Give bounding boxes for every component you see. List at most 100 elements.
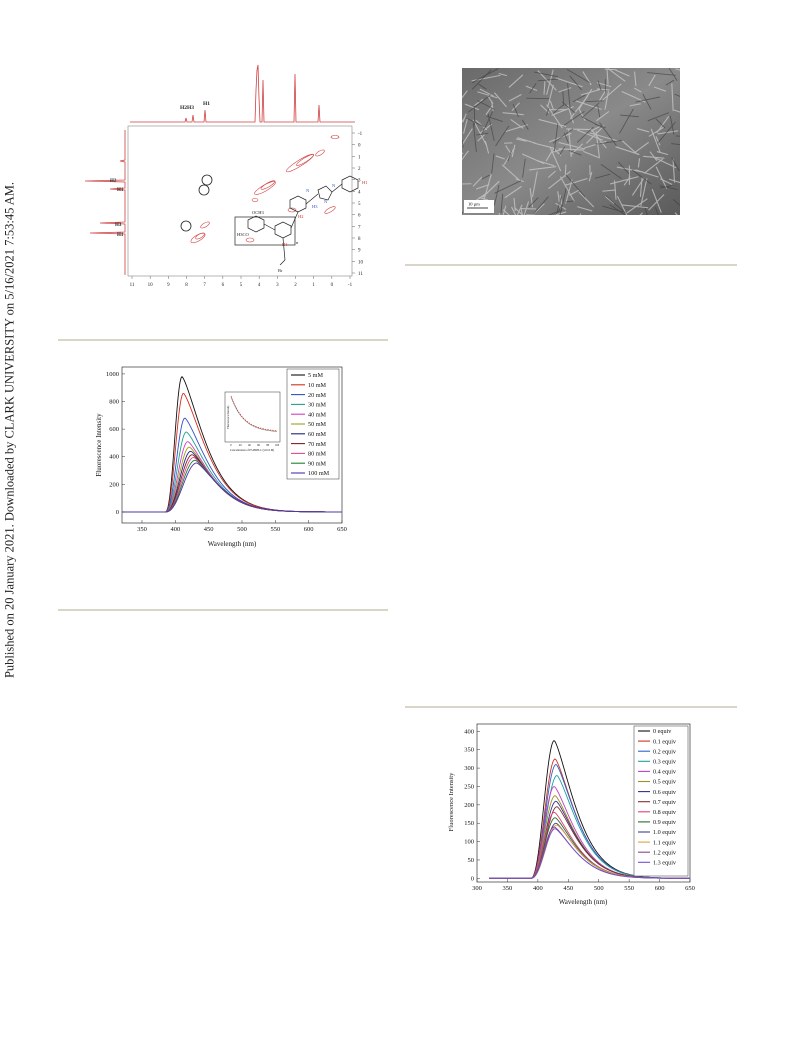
nmr-y-tick-label: -1 — [358, 132, 363, 137]
chart2-y-tick-label: 150 — [464, 820, 474, 827]
chart1-x-tick-label: 450 — [204, 526, 214, 533]
chart1-y-axis: 0 200 400 600 800 1000 — [106, 371, 125, 516]
chart1-legend-label: 50 mM — [308, 421, 327, 428]
nmr-x-tick-label: 7 — [203, 283, 206, 288]
chart2-legend-label: 0.6 equiv — [653, 789, 677, 796]
chart2-series-line — [489, 828, 690, 879]
chemical-structure — [234, 175, 359, 266]
nmr-x-tick-label: 2 — [294, 283, 297, 288]
chart2-legend-label: 0.1 equiv — [653, 738, 677, 745]
nmr-left-spectrum — [84, 130, 126, 275]
nmr-y-tick-label: 6 — [358, 214, 361, 219]
chart1-x-tick-label: 500 — [237, 526, 247, 533]
chart1-inset-x-label: Concentration of P5-BDB-C (x10-6 M) — [230, 449, 274, 452]
chart1-series-line — [122, 462, 342, 513]
chart2-legend-label: 0.4 equiv — [653, 769, 677, 776]
nmr-top-peak-label-2: H1 — [203, 101, 210, 107]
chart1-inset-tick-label: 100 — [275, 444, 280, 447]
nmr-top-peak-label-1: H2H3 — [180, 105, 194, 111]
chart1-legend-label: 60 mM — [308, 431, 327, 438]
nmr-top-spectrum — [130, 64, 355, 123]
separator-right-2 — [405, 706, 737, 708]
fluorescence-equiv-chart: 300 350 400 450 500 550 600 650 0 50 100 150 200 250… — [448, 723, 695, 906]
structure-label-h2: H2 — [298, 214, 304, 219]
separator-left-2 — [58, 609, 388, 611]
chart2-x-tick-label: 650 — [685, 885, 695, 892]
nmr-x-tick-label: 9 — [167, 283, 170, 288]
chart2-y-tick-label: 0 — [471, 875, 474, 882]
chart2-x-label: Wavelength (nm) — [559, 898, 608, 906]
chart1-legend-label: 80 mM — [308, 451, 327, 458]
chart1-legend-label: 30 mM — [308, 402, 327, 409]
nmr-x-axis: 11 10 9 8 7 6 5 4 3 2 1 0 -1 — [130, 276, 353, 288]
nmr-x-tick-label: 6 — [222, 283, 225, 288]
chart1-y-tick-label: 800 — [109, 399, 119, 406]
nmr-left-peak-label-1: H2 — [110, 179, 117, 184]
chart1-legend-label: 40 mM — [308, 411, 327, 418]
nmr-x-tick-label: 1 — [312, 283, 315, 288]
structure-label-h3: H3 — [312, 204, 318, 209]
chart2-y-tick-label: 300 — [464, 765, 474, 772]
nmr-2d-spectrum-figure: H2H3 H1 H2 H1 H3 H1 — [84, 64, 368, 288]
nmr-x-tick-label: 8 — [185, 283, 188, 288]
chart2-y-tick-label: 100 — [464, 839, 474, 846]
chart1-y-tick-label: 200 — [109, 481, 119, 488]
chart2-y-axis: 0 50 100 150 200 250 300 350 400 — [464, 728, 480, 882]
structure-label-h1-ring: H1 — [282, 242, 288, 247]
nmr-y-tick-label: 4 — [358, 190, 361, 195]
chart1-x-tick-label: 650 — [337, 526, 347, 533]
chart1-inset-tick-label: 80 — [266, 444, 269, 447]
side-note-text: Published on 20 January 2021. Downloaded… — [2, 181, 17, 679]
chart2-x-tick-label: 450 — [563, 885, 573, 892]
sem-image: 10 µm — [462, 68, 680, 215]
chart1-legend-label: 20 mM — [308, 392, 327, 399]
chart1-legend-label: 70 mM — [308, 441, 327, 448]
chart2-y-tick-label: 250 — [464, 783, 474, 790]
chart1-legend-label: 5 mM — [308, 372, 323, 379]
chart1-x-tick-label: 350 — [137, 526, 147, 533]
chart1-inset-tick-label: 60 — [257, 444, 260, 447]
chart2-x-tick-label: 400 — [533, 885, 543, 892]
chart2-legend: 0 equiv 0.1 equiv 0.2 equiv 0.3 equiv 0.4 eq… — [633, 725, 689, 877]
chart1-legend-label: 10 mM — [308, 382, 327, 389]
separator-right-1 — [405, 264, 737, 266]
chart2-x-tick-label: 500 — [594, 885, 604, 892]
nmr-circled-peaks — [180, 174, 213, 232]
chart2-legend-label: 0 equiv — [653, 728, 672, 735]
nmr-left-peak-label-3: H3 — [115, 223, 122, 228]
nmr-contours — [190, 135, 340, 244]
structure-label-h1-right: H1 — [362, 180, 368, 185]
chart1-y-label: Fluorescence Intensity — [95, 413, 103, 477]
chart1-x-label: Wavelength (nm) — [208, 540, 257, 548]
separator-left-1 — [58, 339, 388, 341]
structure-label-n3: N — [332, 183, 336, 188]
nmr-x-tick-label: 3 — [276, 283, 279, 288]
nmr-y-tick-label: 5 — [358, 202, 361, 207]
structure-label-n2: N — [324, 199, 328, 204]
chart1-inset-tick-label: 20 — [239, 444, 242, 447]
chart2-legend-label: 1.1 equiv — [653, 839, 677, 846]
structure-label-n: n — [296, 240, 299, 245]
chart1-inset: 0 20 40 60 80 100 Concentration of P5-BDB-C (… — [224, 391, 281, 452]
chart2-legend-label: 1.2 equiv — [653, 849, 677, 856]
nmr-y-tick-label: 9 — [358, 249, 361, 254]
chart2-x-axis: 300 350 400 450 500 550 600 650 — [472, 879, 695, 892]
chart1-x-tick-label: 400 — [170, 526, 180, 533]
chart2-y-tick-label: 50 — [468, 857, 475, 864]
chart2-y-tick-label: 350 — [464, 747, 474, 754]
nmr-y-axis: -1 0 1 2 3 4 5 6 7 8 9 10 11 — [352, 132, 364, 277]
nmr-x-tick-label: -1 — [348, 283, 353, 288]
structure-label-och3: OCH3 — [252, 210, 265, 215]
nmr-2d-frame — [127, 125, 353, 277]
sem-micrograph: 10 µm — [462, 68, 680, 215]
chart1-y-tick-label: 600 — [109, 426, 119, 433]
chart2-x-tick-label: 350 — [503, 885, 513, 892]
nmr-x-tick-label: 5 — [240, 283, 243, 288]
chart1-plot-frame — [121, 366, 343, 524]
chart1-legend-label: 100 mM — [308, 470, 330, 477]
chart2-legend-label: 0.8 equiv — [653, 809, 677, 816]
nmr-left-peak-label-2: H1 — [117, 188, 124, 193]
nmr-y-tick-label: 2 — [358, 167, 361, 172]
nmr-x-tick-label: 11 — [130, 283, 135, 288]
fluorescence-concentration-chart: 350 400 450 500 550 600 650 02004006008001000 … — [95, 366, 347, 548]
